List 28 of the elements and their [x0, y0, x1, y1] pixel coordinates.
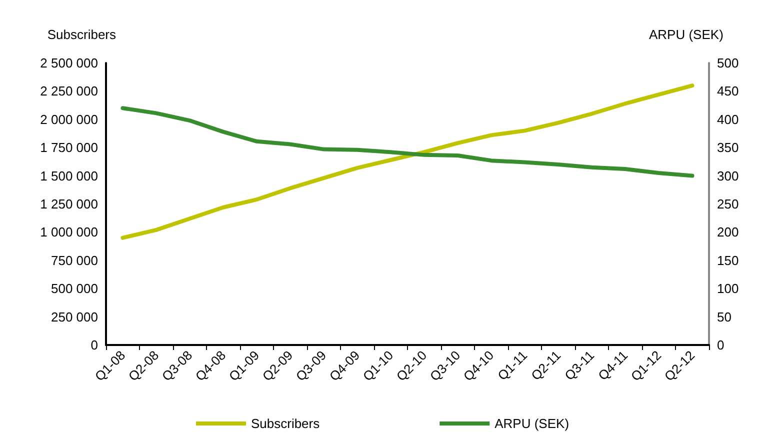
y-tick-label: 2 000 000 — [40, 112, 98, 127]
y2-tick-label: 500 — [717, 56, 739, 70]
line-series — [120, 84, 694, 240]
y2-tick-label: 400 — [717, 112, 739, 127]
y-tick-label: 2 250 000 — [40, 84, 98, 99]
y2-tick-label: 50 — [717, 309, 732, 324]
y2-tick-label: 150 — [717, 252, 739, 268]
y-tick-label: 1 000 000 — [40, 224, 98, 240]
y2-tick-label: 350 — [717, 140, 739, 156]
y-axis-title: Subscribers — [47, 27, 116, 42]
y-tick-label: 250 000 — [51, 309, 98, 324]
y-tick-label: 500 000 — [51, 281, 98, 296]
y2-tick-label: 450 — [717, 84, 739, 99]
y-tick-label: 2 500 000 — [40, 56, 98, 70]
y-tick-label: 0 — [90, 338, 98, 352]
y2-tick-label: 250 — [717, 196, 739, 212]
legend-label: ARPU (SEK) — [494, 416, 570, 431]
legend-label: Subscribers — [250, 416, 320, 431]
y2-tick-label: 300 — [717, 168, 739, 184]
y2-axis-title: ARPU (SEK) — [649, 27, 724, 42]
y2-tick-label: 100 — [717, 281, 739, 296]
y2-tick-label: 200 — [717, 224, 739, 240]
line-series — [120, 106, 694, 178]
y-tick-label: 1 750 000 — [40, 140, 98, 156]
y-tick-label: 1 250 000 — [40, 196, 98, 212]
y2-tick-label: 0 — [717, 338, 724, 352]
y-tick-label: 1 500 000 — [40, 168, 98, 184]
y-tick-label: 750 000 — [51, 252, 98, 268]
